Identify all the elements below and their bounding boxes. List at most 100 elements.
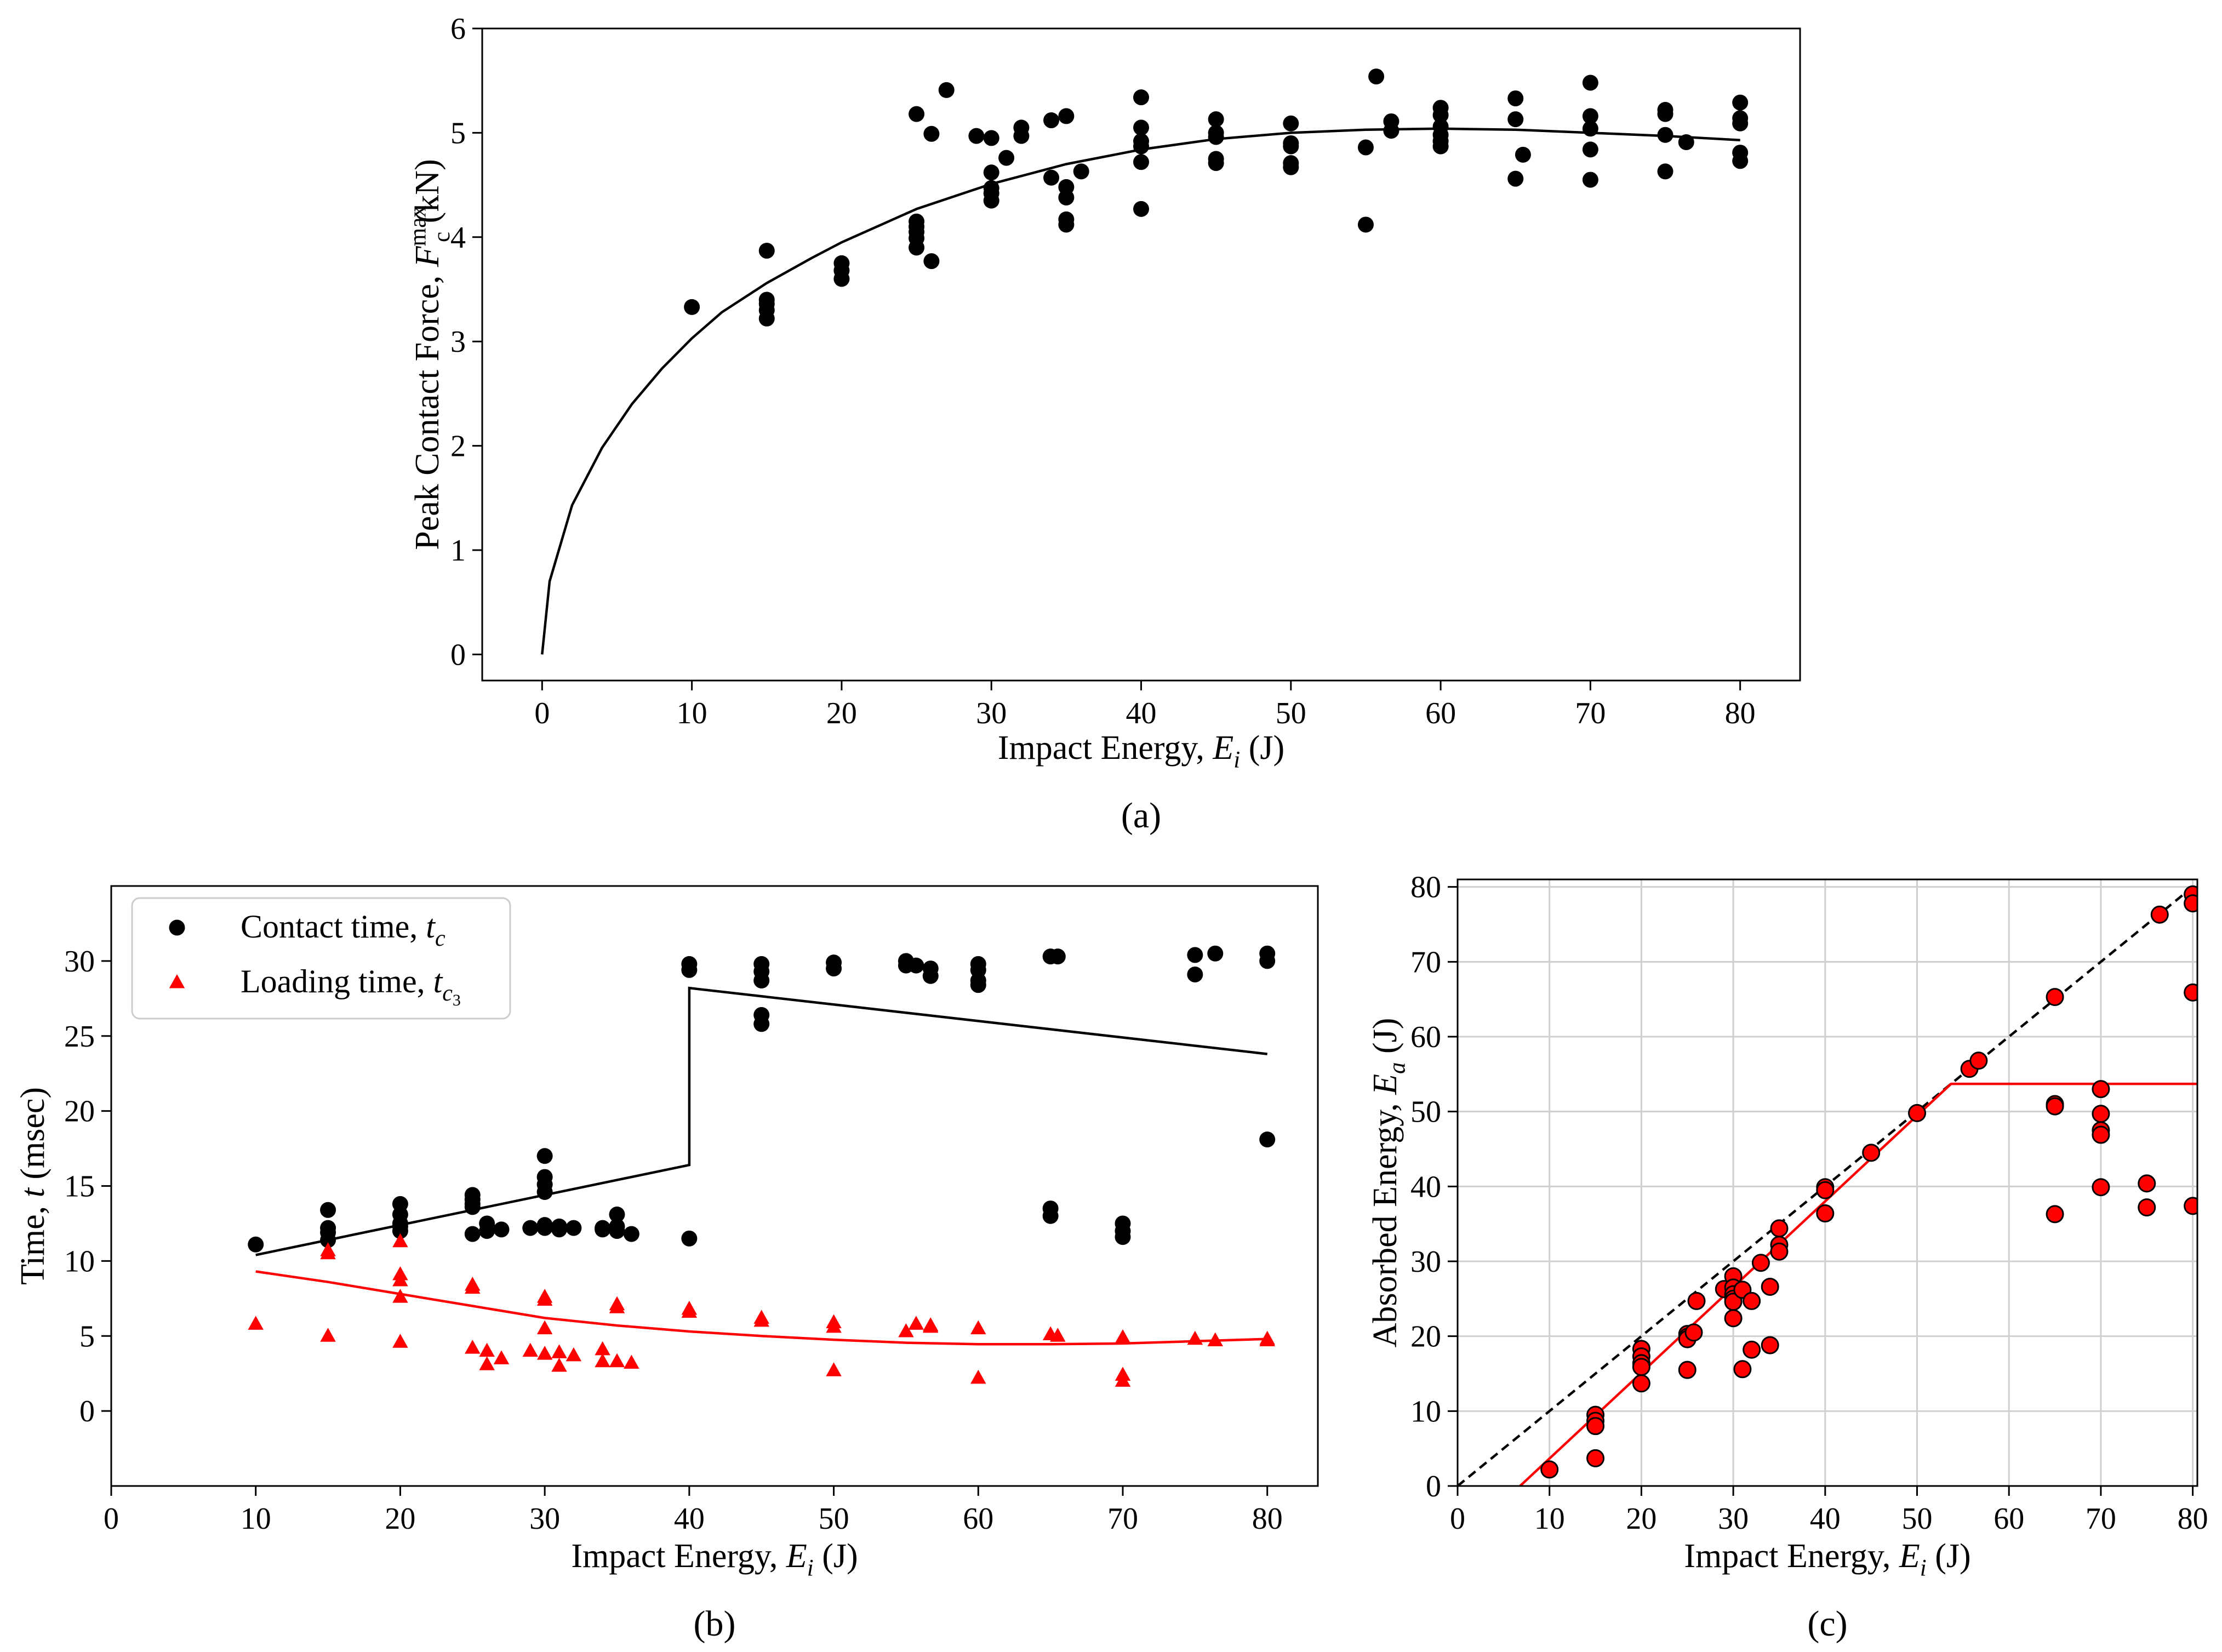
data-point (2046, 1205, 2064, 1224)
plot-area (248, 945, 1276, 1387)
data-point (983, 164, 999, 181)
data-point (1073, 163, 1089, 180)
data-point (2150, 905, 2169, 924)
data-point-triangle (970, 1369, 986, 1384)
data-point (1632, 1374, 1650, 1393)
label-symbol: E (1367, 1074, 1404, 1095)
data-point (1816, 1204, 1835, 1223)
x-tick-label: 20 (1626, 1502, 1656, 1536)
y-axis-label: Absorbed Energy, Ea​ (J) (1367, 1018, 1410, 1348)
data-point (1743, 1340, 1761, 1359)
y-tick-label: 1 (450, 534, 466, 568)
x-tick-label: 50 (1902, 1502, 1933, 1536)
data-point (1432, 138, 1449, 155)
data-point (1862, 1144, 1881, 1162)
y-tick-label: 70 (1410, 945, 1441, 979)
data-point (464, 1199, 481, 1215)
data-point-triangle (465, 1279, 481, 1294)
data-point (1133, 154, 1149, 170)
data-point (1816, 1181, 1835, 1199)
x-tick-label: 70 (1575, 696, 1606, 730)
data-point (2092, 1178, 2110, 1197)
label-text: Peak Contact Force, (409, 267, 446, 550)
label-symbol: F (409, 245, 446, 267)
x-tick-label: 0 (104, 1502, 119, 1536)
x-axis-label: Impact Energy, Ei​ (J) (571, 1537, 858, 1581)
data-point (479, 1223, 495, 1239)
legend-entry-label: Loading time, tc3​ (241, 963, 461, 1009)
label-subscript: a (1385, 1062, 1410, 1074)
data-point (983, 130, 999, 146)
data-point (1013, 128, 1030, 144)
label-subscript: c (429, 232, 455, 242)
data-point (1283, 115, 1299, 132)
data-point (1133, 201, 1149, 217)
data-point (1368, 68, 1385, 85)
data-point (1207, 945, 1224, 962)
data-point-triangle (681, 1304, 698, 1318)
data-point (2046, 988, 2064, 1007)
data-point-triangle (392, 1272, 408, 1287)
data-point (1283, 159, 1299, 175)
data-point-triangle (479, 1356, 495, 1370)
data-point (1133, 89, 1149, 106)
x-tick-label: 10 (677, 696, 707, 730)
y-tick-label: 30 (1410, 1245, 1441, 1279)
data-point (1743, 1291, 1761, 1310)
series-line-bilinear-fit (1519, 1082, 2197, 1486)
series-line-fitted-curve (541, 127, 1740, 655)
x-tick-label: 50 (1276, 696, 1306, 730)
data-point (938, 82, 955, 98)
data-point-triangle (566, 1347, 582, 1362)
plot-area (541, 68, 1749, 655)
data-point (1732, 115, 1749, 132)
data-point-triangle (392, 1289, 408, 1303)
data-point-triangle (536, 1291, 553, 1306)
data-point (1357, 216, 1374, 233)
data-point (2138, 1198, 2156, 1217)
label-text: Loading time, (241, 963, 433, 999)
data-point (753, 1016, 770, 1032)
data-point-triangle (392, 1334, 408, 1348)
data-point (1684, 1323, 1703, 1342)
data-point (983, 192, 999, 209)
data-point (2092, 1080, 2110, 1099)
data-point (1761, 1277, 1779, 1296)
label-text: (msec) (14, 1087, 52, 1188)
x-tick-label: 20 (385, 1502, 415, 1536)
data-point-triangle (595, 1353, 610, 1368)
data-point (1657, 106, 1673, 122)
label-text: Impact Energy, (1684, 1537, 1899, 1575)
data-point (1357, 139, 1374, 156)
data-point (1761, 1336, 1779, 1354)
x-tick-label: 40 (1810, 1502, 1841, 1536)
y-axis-label: Peak Contact Force, Fmaxc​ (kN) (405, 159, 454, 550)
data-point (248, 1236, 264, 1253)
x-tick-label: 80 (1252, 1502, 1283, 1536)
data-point (968, 128, 985, 144)
data-point (1678, 1361, 1697, 1379)
data-point-triangle (898, 1323, 914, 1337)
y-tick-label: 50 (1410, 1095, 1441, 1129)
data-point (826, 961, 842, 977)
data-point (1507, 111, 1524, 128)
x-tick-label: 20 (826, 696, 857, 730)
y-tick-label: 4 (450, 221, 466, 255)
data-point (536, 1148, 553, 1164)
data-point-triangle (609, 1299, 625, 1313)
x-tick-label: 10 (1534, 1502, 1565, 1536)
y-tick-label: 25 (64, 1020, 95, 1054)
data-point (2138, 1174, 2156, 1193)
label-subscript: i (807, 1556, 814, 1581)
y-tick-label: 6 (450, 12, 466, 46)
data-point (909, 239, 925, 256)
data-point (1058, 108, 1075, 124)
legend-marker-circle (169, 919, 185, 936)
x-tick-label: 50 (819, 1502, 849, 1536)
y-tick-label: 0 (450, 638, 466, 672)
x-tick-label: 10 (241, 1502, 271, 1536)
label-text: Contact time, (241, 908, 426, 945)
data-point (1515, 146, 1531, 163)
data-point (1507, 90, 1524, 107)
